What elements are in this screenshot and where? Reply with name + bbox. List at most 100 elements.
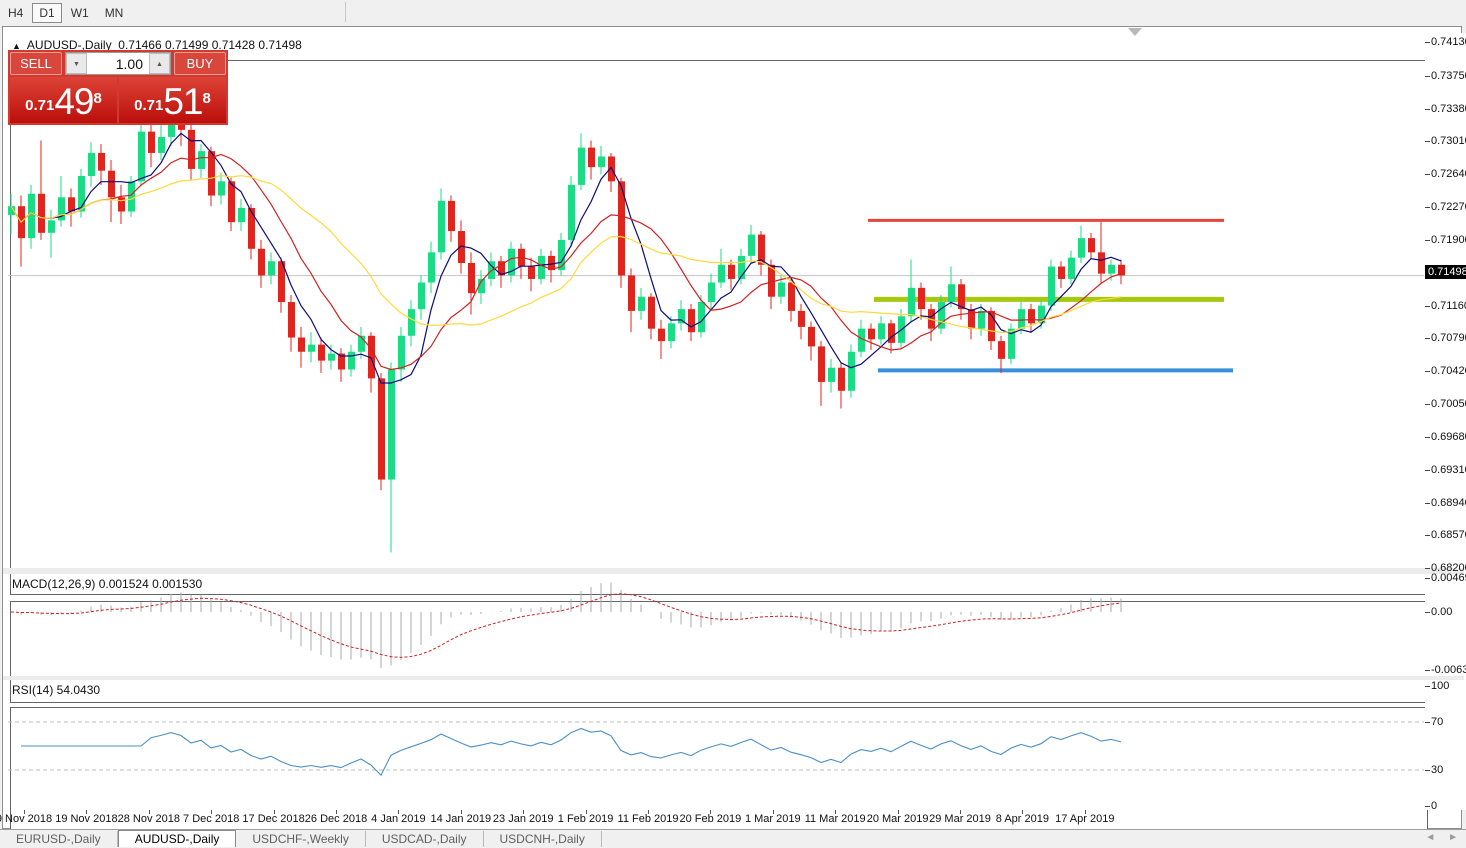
sell-button[interactable]: SELL (10, 52, 62, 75)
period-tab-h4[interactable]: H4 (8, 6, 24, 20)
date-axis-label: 26 Dec 2018 (304, 813, 368, 825)
collapse-panel-icon[interactable]: ▲ (12, 41, 21, 51)
price-chart-pane[interactable] (10, 60, 1428, 595)
buy-price-display[interactable]: 0.71 51 8 (119, 77, 226, 123)
rsi-axis-label: 0 (1431, 800, 1438, 812)
chart-window (2, 26, 1462, 837)
date-axis-tick (772, 810, 774, 814)
date-axis-label: 11 Feb 2019 (617, 813, 679, 825)
rsi-axis-tick (1425, 722, 1430, 723)
macd-pane[interactable] (10, 601, 1428, 703)
price-axis-tick (1425, 108, 1430, 110)
date-axis-tick (835, 810, 837, 814)
macd-axis-tick (1425, 612, 1430, 613)
chart-end-marker-icon[interactable] (1128, 28, 1142, 36)
sell-price-big: 49 (54, 81, 94, 122)
rsi-label: RSI(14) 54.0430 (12, 683, 101, 697)
price-axis-tick (1425, 469, 1430, 471)
symbol-tab-eurusd[interactable]: EURUSD-,Daily (0, 831, 118, 847)
rsi-axis-tick (1425, 770, 1430, 771)
tab-scroll-right-icon[interactable]: ► (1448, 832, 1458, 843)
date-axis-label: 14 Jan 2019 (430, 813, 492, 825)
date-axis-tick (1084, 810, 1086, 814)
rsi-axis-tick (1425, 686, 1430, 687)
macd-axis-label: -0.00639 (1431, 664, 1466, 676)
price-axis-tick (1425, 568, 1430, 570)
tab-scroll-arrows: ◄ ► (1415, 832, 1458, 843)
date-axis-tick (460, 810, 462, 814)
price-axis-tick (1425, 239, 1430, 241)
volume-input[interactable] (87, 53, 149, 74)
symbol-tab-usdcad[interactable]: USDCAD-,Daily (366, 831, 484, 847)
price-axis-tick (1425, 371, 1430, 373)
macd-axis-tick (1425, 578, 1430, 579)
date-axis-tick (398, 810, 400, 814)
date-axis-label: 17 Dec 2018 (242, 813, 305, 825)
date-axis-label: 19 Nov 2018 (55, 813, 118, 825)
price-axis-tick (1425, 436, 1430, 438)
date-axis-tick (1022, 810, 1024, 814)
buy-button[interactable]: BUY (174, 52, 226, 75)
buy-price-prefix: 0.71 (134, 97, 164, 114)
period-tab-mn[interactable]: MN (104, 6, 124, 20)
ohlc-values: 0.71466 0.71499 0.71428 0.71498 (118, 38, 302, 52)
period-tab-d1[interactable]: D1 (32, 3, 62, 23)
sell-price-display[interactable]: 0.71 49 8 (10, 77, 117, 123)
chart-title: ▲ AUDUSD-,Daily 0.71466 0.71499 0.71428 0… (12, 38, 302, 52)
date-axis-label: 29 Mar 2019 (929, 813, 991, 825)
volume-decrease-button[interactable]: ▼ (66, 53, 87, 74)
current-price-tag: 0.71498 (1425, 265, 1466, 279)
pane-splitter[interactable] (3, 568, 1464, 574)
period-tab-w1[interactable]: W1 (70, 6, 89, 20)
date-axis-tick (648, 810, 649, 814)
date-axis-label: 11 Mar 2019 (804, 813, 866, 825)
pane-splitter[interactable] (3, 676, 1464, 680)
date-axis-label: 8 Apr 2019 (995, 813, 1049, 825)
date-axis-label: 20 Feb 2019 (679, 813, 742, 825)
price-axis-tick (1425, 305, 1430, 307)
tab-scroll-left-icon[interactable]: ◄ (1425, 832, 1436, 843)
trade-panel-top-row: SELL ▼ ▲ BUY (10, 52, 226, 75)
symbol-tab-usdchf[interactable]: USDCHF-,Weekly (236, 831, 366, 847)
price-axis-column (1425, 33, 1466, 810)
price-axis-tick (1425, 404, 1430, 406)
symbol-tab-audusd[interactable]: AUDUSD-,Daily (117, 830, 237, 847)
date-axis-label: 1 Feb 2019 (557, 813, 614, 825)
date-axis-tick (960, 810, 961, 814)
date-axis-label: 17 Apr 2019 (1055, 813, 1115, 825)
date-axis-label: 28 Nov 2018 (117, 813, 180, 825)
toolbar-separator (345, 2, 346, 22)
sell-price-pip: 8 (93, 90, 102, 107)
price-axis-tick (1425, 338, 1430, 340)
date-axis-tick (585, 810, 587, 814)
timeframe-toolbar: H4 D1 W1 MN (0, 0, 1466, 25)
price-axis-tick (1425, 141, 1430, 143)
trade-panel-price-row: 0.71 49 8 0.71 51 8 (10, 77, 226, 123)
macd-axis-label: 0.00 (1431, 606, 1453, 618)
volume-increase-button[interactable]: ▲ (149, 53, 170, 74)
symbol-tab-usdcnh[interactable]: USDCNH-,Daily (484, 831, 602, 847)
date-axis-tick (897, 810, 899, 814)
date-axis-label: 9 Nov 2018 (0, 813, 53, 825)
date-axis-tick (211, 810, 213, 814)
date-axis-tick (24, 810, 25, 814)
date-axis-tick (336, 810, 337, 814)
date-axis-label: 7 Dec 2018 (183, 813, 240, 825)
date-axis-tick (86, 810, 88, 814)
date-axis-tick (523, 810, 525, 814)
symbol-tab-bar: EURUSD-,Daily AUDUSD-,Daily USDCHF-,Weekly… (0, 829, 1466, 848)
symbol-tabs: EURUSD-,Daily AUDUSD-,Daily USDCHF-,Weekly… (0, 830, 602, 847)
